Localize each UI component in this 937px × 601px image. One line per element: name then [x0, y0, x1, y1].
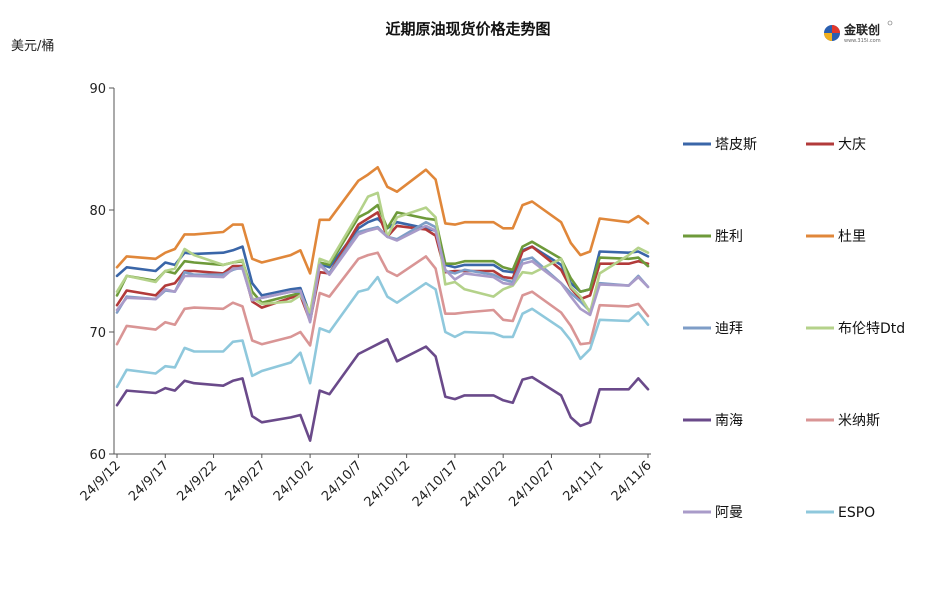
y-tick-label: 70	[89, 326, 106, 341]
company-logo: 金联创 www.315i.com	[824, 20, 893, 44]
series-line-10	[115, 275, 650, 389]
y-tick-label: 80	[89, 204, 106, 219]
series-line-6	[115, 191, 650, 314]
logo-text: 金联创	[843, 22, 880, 37]
legend-label: 米纳斯	[838, 413, 880, 429]
logo-mark-red	[832, 25, 840, 33]
legend-label: 南海	[715, 413, 743, 429]
y-ticks: 60 70 80 90	[89, 82, 114, 463]
registered-mark-icon	[887, 20, 893, 26]
legend-label: ESPO	[838, 505, 875, 521]
logo-mark-yellow	[824, 33, 832, 41]
series-line-7	[115, 337, 650, 442]
series-line-8	[115, 251, 650, 347]
series-line-9	[115, 224, 650, 324]
legend-label: 布伦特Dtd	[838, 321, 905, 337]
legend-label: 胜利	[715, 229, 743, 245]
legend-label: 杜里	[838, 229, 866, 245]
unit-label: 美元/桶	[11, 39, 54, 54]
y-tick-label: 90	[89, 82, 106, 97]
chart-title: 近期原油现货价格走势图	[385, 20, 550, 38]
legend-label: 阿曼	[715, 505, 743, 521]
legend-label: 塔皮斯	[715, 137, 757, 153]
y-tick-label: 60	[89, 448, 106, 463]
plot-area	[115, 166, 650, 442]
legend-label: 大庆	[838, 137, 866, 153]
legend-label: 迪拜	[715, 321, 743, 337]
series-line-4	[115, 166, 650, 275]
series-line-2	[115, 211, 650, 323]
logo-subtext: www.315i.com	[844, 38, 881, 44]
